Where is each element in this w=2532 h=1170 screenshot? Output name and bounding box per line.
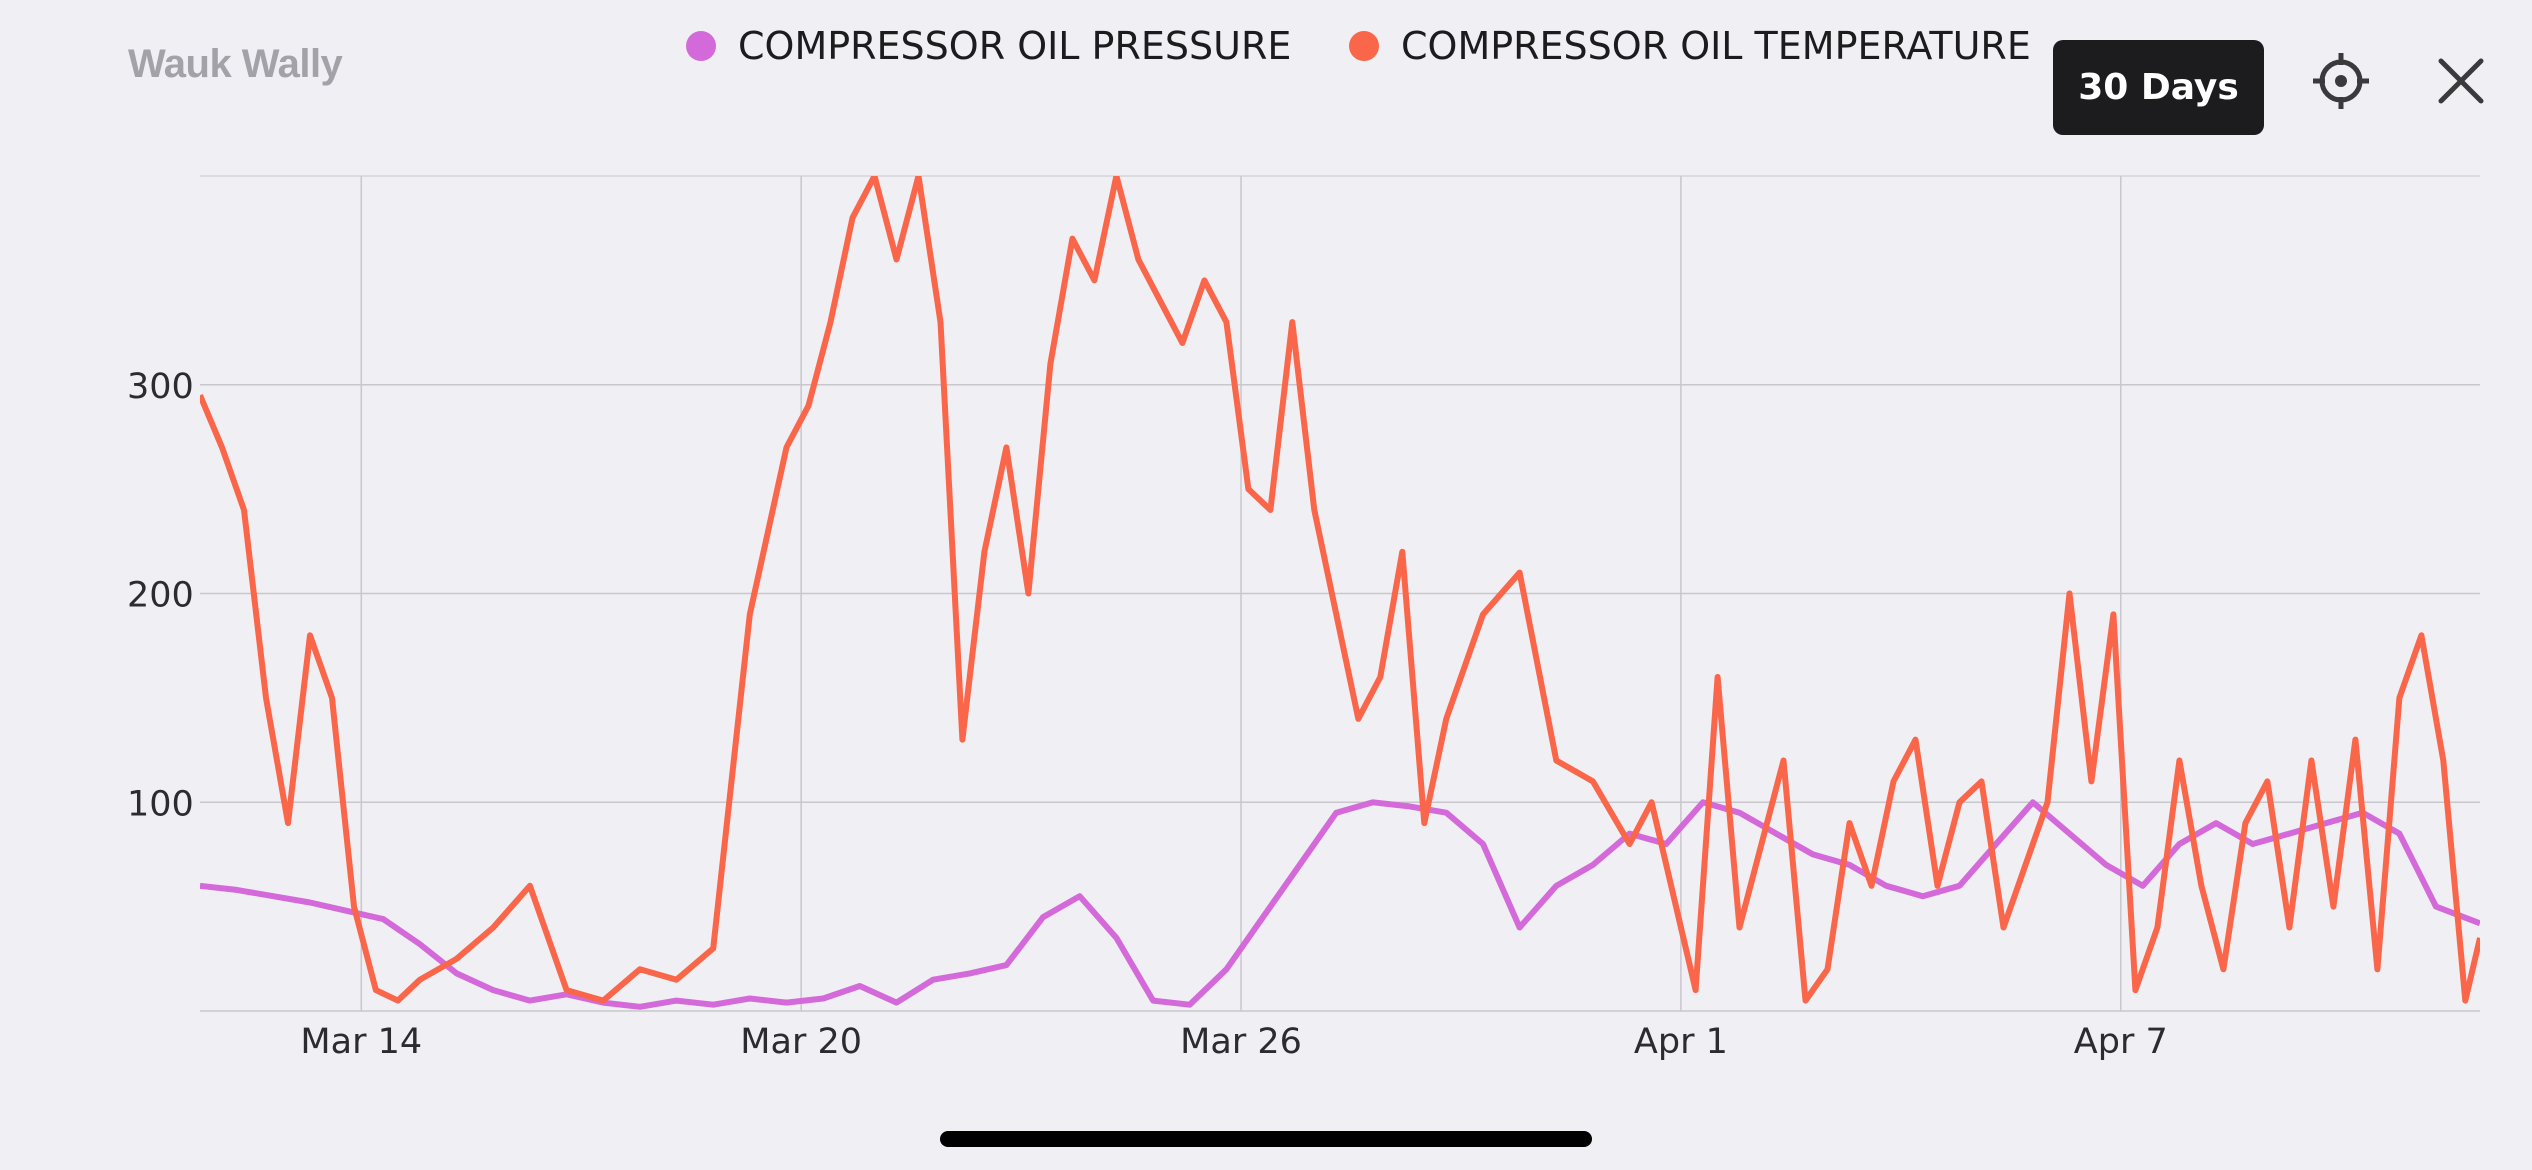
line-chart: 100 200 300 Mar 14 Mar 20 Mar 26 Apr 1 Apr 7 [127, 175, 2480, 1062]
x-tick-label: Mar 26 [1180, 1022, 1302, 1062]
chart-legend: COMPRESSOR OIL PRESSURE COMPRESSOR OIL T… [0, 16, 2532, 76]
x-tick-label: Mar 20 [740, 1022, 862, 1062]
legend-label-oil-pressure: COMPRESSOR OIL PRESSURE [738, 24, 1292, 68]
home-indicator[interactable] [940, 1131, 1592, 1147]
x-tick-label: Apr 7 [2074, 1022, 2168, 1062]
legend-dot-oil-temperature [1349, 31, 1379, 61]
legend-label-oil-temperature: COMPRESSOR OIL TEMPERATURE [1401, 24, 2031, 68]
series-line-oil-pressure [200, 799, 2480, 1010]
y-tick-label: 200 [127, 576, 194, 616]
x-tick-label: Apr 1 [1634, 1022, 1728, 1062]
time-range-button[interactable]: 30 Days [2053, 40, 2264, 135]
app-title: Wauk Wally [128, 42, 343, 86]
close-button[interactable] [2424, 44, 2498, 118]
close-icon [2438, 58, 2484, 104]
legend-item-oil-pressure[interactable]: COMPRESSOR OIL PRESSURE [686, 16, 1291, 76]
legend-item-oil-temperature[interactable]: COMPRESSOR OIL TEMPERATURE [1349, 16, 2031, 76]
y-tick-label: 100 [127, 784, 194, 824]
legend-dot-oil-pressure [686, 31, 716, 61]
x-tick-label: Mar 14 [300, 1022, 422, 1062]
series-line-oil-temperature [200, 176, 2480, 1004]
crosshair-icon [2313, 53, 2369, 109]
locate-button[interactable] [2304, 44, 2378, 118]
y-tick-label: 300 [127, 367, 194, 407]
